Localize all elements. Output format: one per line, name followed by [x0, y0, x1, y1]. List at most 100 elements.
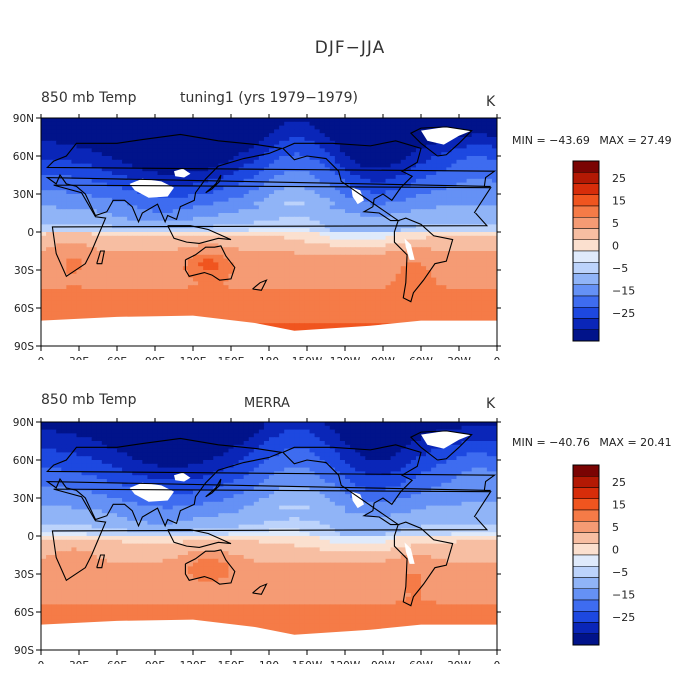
field-cell: [172, 209, 179, 214]
field-cell: [248, 243, 255, 248]
field-cell: [426, 247, 432, 252]
field-cell: [365, 137, 371, 142]
field-cell: [431, 239, 437, 244]
field-cell: [294, 182, 300, 187]
field-cell: [208, 140, 214, 146]
field-cell: [279, 156, 285, 161]
field-cell: [421, 300, 427, 305]
field-cell: [157, 273, 164, 279]
field-cell: [329, 254, 336, 260]
field-cell: [329, 239, 336, 244]
field-cell: [101, 137, 108, 142]
field-cell: [289, 304, 295, 309]
field-cell: [182, 251, 189, 256]
field-cell: [299, 239, 306, 244]
field-cell: [46, 296, 52, 301]
field-cell: [117, 311, 123, 317]
field-cell: [132, 152, 138, 157]
field-cell: [324, 178, 331, 184]
field-cell: [101, 167, 108, 172]
field-cell: [71, 137, 78, 142]
field-cell: [390, 140, 397, 146]
field-cell: [152, 262, 159, 267]
field-cell: [334, 163, 341, 168]
field-cell: [426, 190, 432, 195]
field-cell: [446, 148, 452, 153]
field-cell: [289, 133, 295, 138]
field-cell: [162, 311, 169, 317]
field-cell: [360, 247, 366, 252]
field-cell: [456, 182, 463, 187]
field-cell: [355, 296, 361, 301]
field-cell: [395, 292, 402, 298]
field-cell: [238, 144, 245, 149]
field-cell: [167, 300, 174, 305]
field-cell: [390, 292, 397, 298]
field-cell: [461, 258, 468, 263]
field-cell: [400, 159, 407, 165]
field-cell: [380, 178, 387, 184]
field-cell: [41, 311, 47, 317]
field-cell: [213, 281, 219, 286]
field-cell: [71, 159, 78, 165]
field-cell: [395, 273, 402, 279]
field-cell: [284, 148, 290, 153]
field-cell: [339, 319, 346, 324]
field-cell: [415, 228, 422, 233]
field-cell: [385, 163, 392, 168]
field-cell: [471, 163, 478, 168]
field-cell: [410, 262, 417, 267]
field-cell: [117, 148, 123, 153]
field-cell: [177, 148, 184, 153]
field-cell: [248, 232, 255, 237]
field-cell: [96, 311, 103, 317]
field-cell: [395, 224, 402, 229]
field-cell: [51, 209, 57, 214]
field-cell: [375, 140, 382, 146]
field-cell: [319, 239, 326, 244]
field-cell: [375, 247, 382, 252]
field-cell: [345, 182, 351, 187]
field-cell: [142, 213, 148, 218]
field-cell: [355, 254, 361, 260]
field-cell: [111, 285, 118, 290]
field-cell: [294, 258, 300, 263]
field-cell: [182, 197, 189, 203]
field-cell: [172, 137, 179, 142]
field-cell: [446, 224, 452, 229]
field-cell: [61, 216, 67, 222]
field-cell: [329, 247, 336, 252]
field-cell: [258, 251, 265, 256]
field-cell: [187, 292, 194, 298]
field-cell: [324, 125, 331, 130]
field-cell: [248, 171, 255, 176]
field-cell: [248, 125, 255, 130]
field-cell: [56, 186, 62, 191]
field-cell: [421, 163, 427, 168]
field-cell: [91, 270, 98, 275]
field-cell: [426, 220, 432, 225]
field-cell: [238, 296, 245, 301]
field-cell: [122, 140, 128, 146]
field-cell: [309, 300, 316, 305]
field-cell: [228, 289, 235, 294]
field-cell: [208, 270, 214, 275]
field-cell: [395, 152, 402, 157]
field-cell: [324, 144, 331, 149]
field-cell: [167, 175, 174, 180]
field-cell: [152, 258, 159, 263]
field-cell: [81, 235, 88, 241]
field-cell: [71, 254, 78, 260]
field-cell: [400, 315, 407, 320]
field-cell: [198, 209, 204, 214]
field-cell: [304, 144, 311, 149]
field-cell: [177, 270, 184, 275]
field-cell: [289, 152, 295, 157]
field-cell: [360, 159, 366, 165]
field-cell: [486, 251, 493, 256]
field-cell: [117, 251, 123, 256]
field-cell: [329, 182, 336, 187]
field-cell: [345, 228, 351, 233]
field-cell: [137, 251, 143, 256]
field-cell: [243, 296, 250, 301]
